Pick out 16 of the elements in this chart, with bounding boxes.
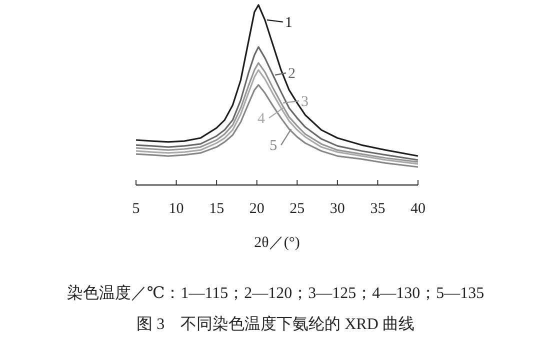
- x-tick-label: 40: [410, 201, 426, 217]
- x-axis-title: 2θ／(°): [254, 235, 300, 251]
- x-tick-label: 35: [370, 201, 386, 217]
- x-tick-label: 5: [132, 201, 140, 217]
- series-label: 4: [258, 110, 266, 127]
- legend-label: 1: [284, 14, 292, 31]
- legend-label: 2: [288, 66, 296, 82]
- series-label: 5: [270, 138, 278, 154]
- text: 图 3 不同染色温度下氨纶的 XRD 曲线: [136, 315, 414, 333]
- x-tick-label: 30: [330, 201, 345, 217]
- x-tick-label: 10: [168, 201, 184, 217]
- text: 染色温度／℃：1—115；2—120；3—125；4—130；5—135: [66, 284, 484, 302]
- x-tick-label: 20: [249, 201, 264, 217]
- x-tick-label: 25: [290, 201, 305, 217]
- x-tick-label: 15: [209, 201, 224, 217]
- legend-label: 3: [301, 94, 309, 110]
